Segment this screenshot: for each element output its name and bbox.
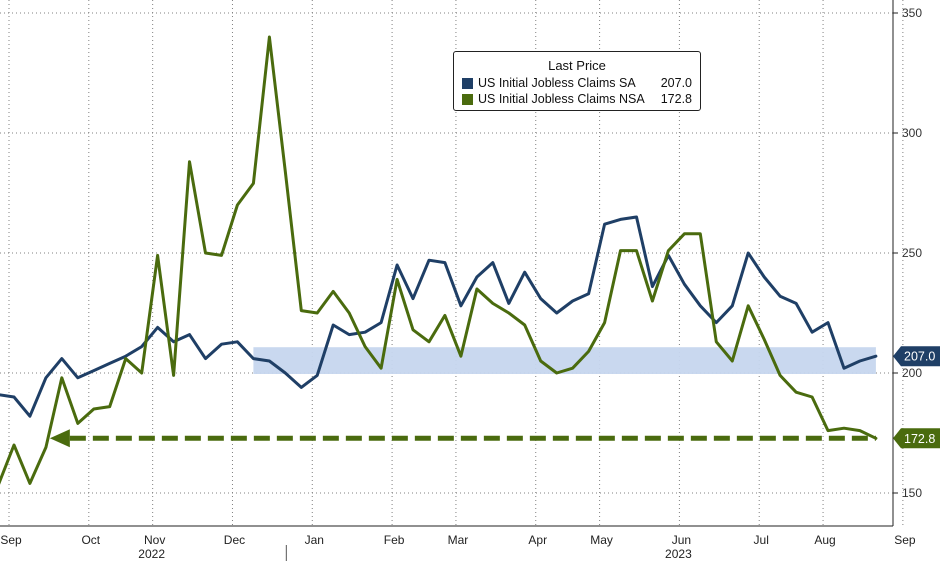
x-tick-label-0: Sep [0, 533, 22, 547]
x-tick-label-10: Jul [754, 533, 769, 547]
x-tick-label-11: Aug [814, 533, 835, 547]
y-tick-label-350: 350 [902, 6, 922, 20]
series-line-nsa [0, 35, 878, 485]
value-tag-sa-bg [893, 346, 940, 367]
legend-label-sa: US Initial Jobless Claims SA [478, 76, 636, 90]
y-tick-label-300: 300 [902, 126, 922, 140]
x-tick-label-7: Apr [528, 533, 547, 547]
year-label-2023: 2023 [665, 547, 692, 561]
x-tick-label-1: Oct [81, 533, 100, 547]
value-tag-nsa: 172.8 [904, 432, 935, 446]
legend-title: Last Price [548, 58, 606, 73]
year-label-2022: 2022 [138, 547, 165, 561]
x-tick-label-6: Mar [448, 533, 469, 547]
y-tick-label-150: 150 [902, 486, 922, 500]
x-tick-label-2: Nov [144, 533, 165, 547]
x-tick-label-12: Sep [894, 533, 916, 547]
legend-swatch-nsa [462, 94, 473, 105]
x-tick-label-9: Jun [672, 533, 691, 547]
value-tag-sa: 207.0 [904, 350, 935, 364]
legend-label-nsa: US Initial Jobless Claims NSA [478, 92, 645, 106]
y-tick-label-200: 200 [902, 366, 922, 380]
x-tick-label-3: Dec [224, 533, 245, 547]
x-tick-label-4: Jan [305, 533, 324, 547]
chart-legend: Last Price US Initial Jobless Claims SA … [453, 51, 701, 111]
legend-value-sa: 207.0 [660, 76, 692, 90]
y-tick-label-250: 250 [902, 246, 922, 260]
legend-swatch-sa [462, 78, 473, 89]
value-tag-nsa-bg [893, 428, 940, 449]
x-tick-label-8: May [590, 533, 613, 547]
legend-item-sa: US Initial Jobless Claims SA 207.0 [462, 76, 692, 92]
legend-item-nsa: US Initial Jobless Claims NSA 172.8 [462, 92, 692, 108]
dashed-arrow-head [49, 429, 70, 448]
legend-value-nsa: 172.8 [660, 92, 692, 106]
x-tick-label-5: Feb [384, 533, 405, 547]
